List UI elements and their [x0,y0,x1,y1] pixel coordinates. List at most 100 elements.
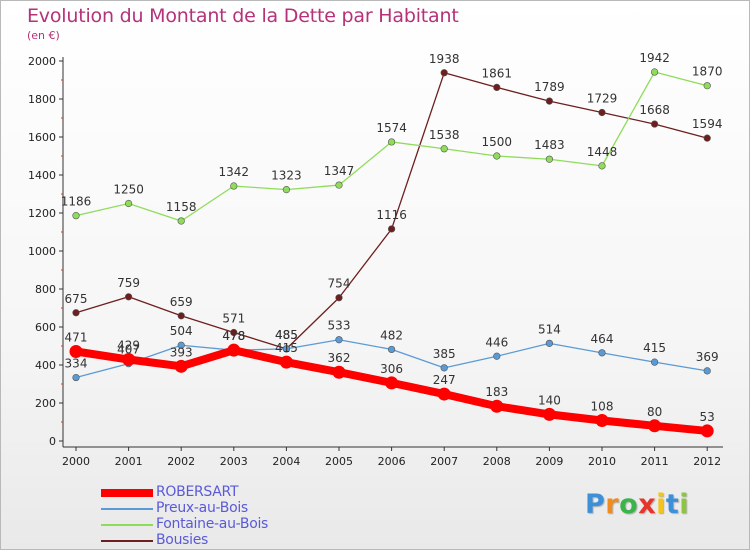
data-point [124,293,133,301]
data-point [332,365,346,379]
x-tick-label: 2006 [378,455,406,468]
data-label: 1347 [324,164,355,178]
data-point [122,352,136,366]
data-point [227,343,241,357]
data-label: 415 [643,341,666,355]
data-label: 1574 [376,121,407,135]
data-point [124,199,133,208]
data-label: 334 [65,357,88,371]
data-point [650,358,659,366]
data-point [69,345,83,359]
data-point [279,355,293,369]
data-point [650,120,659,128]
y-tick-label: 1400 [28,169,56,182]
data-label: 393 [170,345,193,359]
data-point [174,359,188,373]
data-point [595,413,609,427]
data-point [493,83,501,92]
legend-swatch [101,489,153,497]
data-label: 369 [696,350,719,364]
data-label: 1729 [587,91,618,105]
data-label: 504 [170,324,193,338]
data-label: 108 [591,399,614,413]
data-point [545,339,554,347]
data-label: 659 [170,295,193,309]
x-tick-label: 2012 [693,455,721,468]
data-label: 482 [380,328,403,342]
data-point [335,336,343,344]
x-tick-label: 2008 [483,455,511,468]
data-label: 1342 [219,165,250,179]
data-label: 1448 [587,145,618,159]
data-point [440,364,448,372]
data-point [598,349,606,357]
data-label: 1668 [639,103,670,117]
legend-swatch [101,540,153,542]
proxiti-logo: Proxiti [585,489,690,520]
x-tick-label: 2007 [430,455,458,468]
data-label: 1938 [429,52,460,66]
data-label: 1942 [639,51,670,65]
y-tick-label: 1200 [28,207,56,220]
data-point [650,68,659,76]
data-label: 571 [222,312,245,326]
data-point [700,424,714,438]
data-label: 247 [433,373,456,387]
data-point [230,328,238,337]
y-tick-label: 0 [49,435,56,448]
data-point [177,341,185,349]
data-label: 1594 [692,117,723,131]
data-label: 53 [700,410,715,424]
data-point [703,134,711,142]
data-label: 1158 [166,200,197,214]
y-tick-label: 200 [35,397,56,410]
data-point [230,182,238,190]
data-point [493,352,501,360]
data-point [437,387,451,401]
data-label: 1861 [482,66,513,80]
y-tick-label: 1000 [28,245,56,258]
data-label: 446 [485,335,508,349]
data-point [282,186,291,194]
chart-subtitle: (en €) [27,29,60,42]
data-point [703,367,711,375]
x-tick-label: 2002 [167,455,195,468]
data-label: 485 [275,328,298,342]
data-point [648,419,662,433]
data-point [703,82,711,90]
data-point [388,345,396,354]
data-label: 1538 [429,128,460,142]
data-point [177,312,185,320]
data-point [493,152,501,160]
data-point [545,155,554,163]
data-point [388,225,396,233]
data-label: 478 [222,329,245,343]
y-tick-label: 800 [35,283,56,296]
data-point [440,69,448,77]
data-point [490,399,504,413]
data-label: 429 [117,338,140,352]
y-tick-label: 1600 [28,131,56,144]
data-label: 306 [380,362,403,376]
y-tick-label: 1800 [28,93,56,106]
data-label: 759 [117,276,140,290]
x-tick-label: 2000 [62,455,90,468]
data-point [177,217,185,225]
x-tick-label: 2011 [641,455,669,468]
data-label: 1483 [534,138,565,152]
data-label: 1250 [113,183,144,197]
legend-label: Fontaine-au-Bois [156,516,269,532]
data-label: 514 [538,322,561,336]
data-label: 362 [328,351,351,365]
data-label: 183 [485,385,508,399]
data-point [335,294,343,302]
data-point [598,162,606,170]
data-label: 533 [328,319,351,333]
data-label: 478 [222,329,245,343]
data-label: 140 [538,393,561,407]
x-tick-label: 2010 [588,455,616,468]
data-label: 471 [65,331,88,345]
legend-swatch [101,524,153,526]
